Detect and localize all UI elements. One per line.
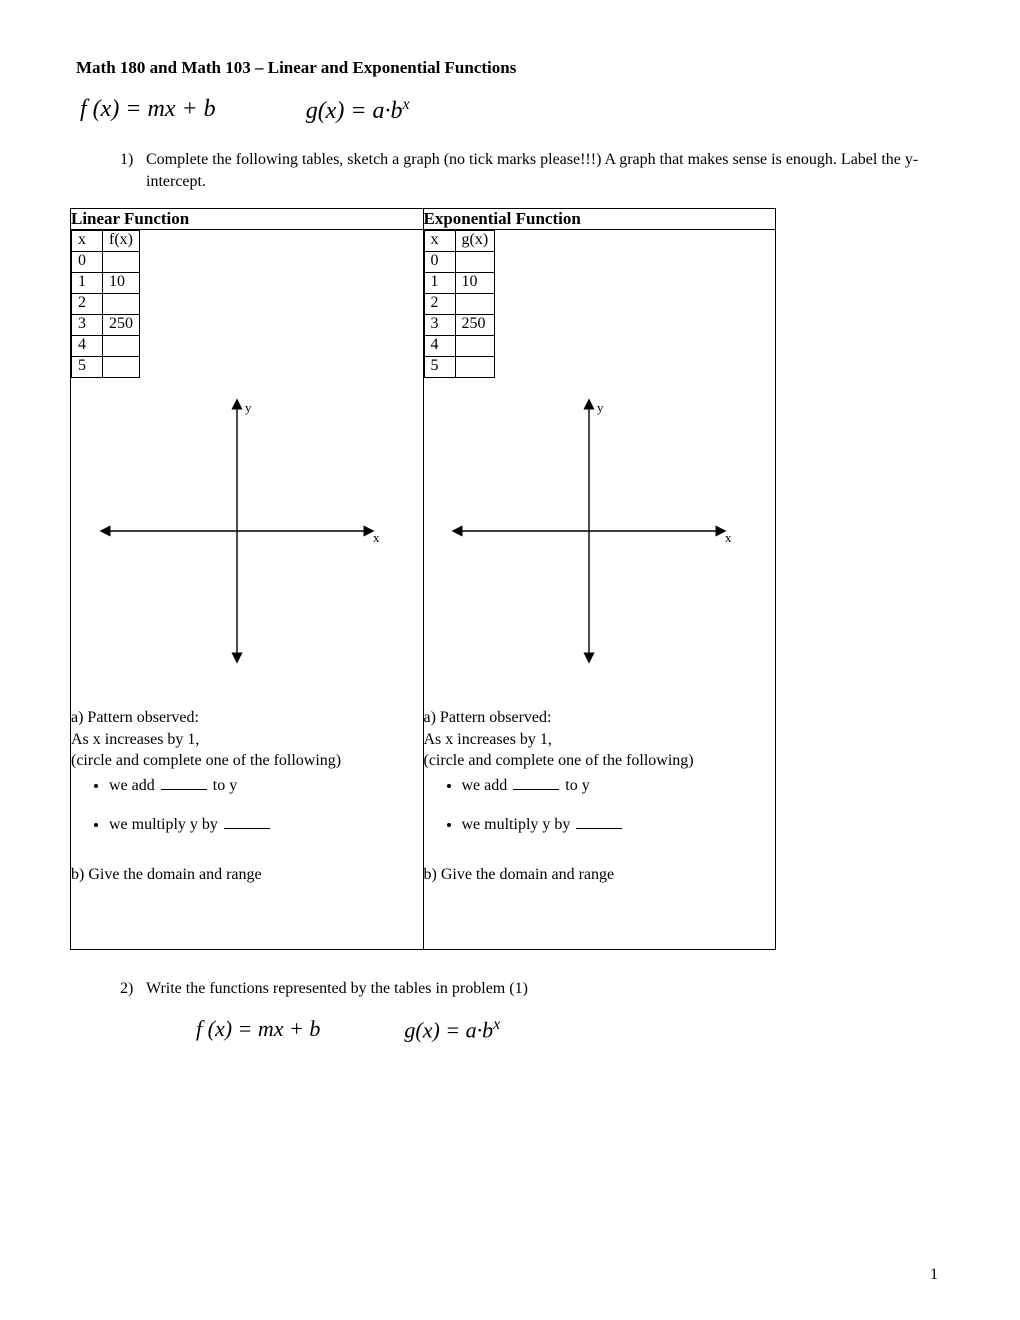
- obs-b-label: b) Give the domain and range: [424, 864, 776, 886]
- exp-sup: x: [403, 96, 410, 113]
- cell: 250: [103, 315, 140, 336]
- obs-b-label: b) Give the domain and range: [71, 864, 423, 886]
- cell: [103, 252, 140, 273]
- exp-value-table: xg(x) 0 110 2 3250 4 5: [424, 230, 496, 378]
- cell: [103, 294, 140, 315]
- obs-a2-label: As x increases by 1,: [71, 729, 423, 751]
- cell: [455, 294, 495, 315]
- cell: 5: [424, 357, 455, 378]
- exp-cell: xg(x) 0 110 2 3250 4 5 y x: [423, 230, 776, 950]
- bullet-add: we add to y: [109, 774, 423, 797]
- exp-header: Exponential Function: [423, 209, 776, 230]
- linear-observations: a) Pattern observed: As x increases by 1…: [71, 707, 423, 885]
- exponential-formula-2: g(x) = a·bx: [404, 1016, 500, 1043]
- cell: 10: [103, 273, 140, 294]
- th-x: x: [424, 231, 455, 252]
- cell: [103, 336, 140, 357]
- exp-sup-2: x: [493, 1016, 500, 1033]
- exp-observations: a) Pattern observed: As x increases by 1…: [424, 707, 776, 885]
- linear-axes: y x: [71, 396, 423, 671]
- axes-svg: y x: [97, 396, 397, 666]
- page: Math 180 and Math 103 – Linear and Expon…: [0, 0, 1020, 1320]
- blank: [576, 813, 622, 829]
- axes-svg: y x: [449, 396, 749, 666]
- q1-text: Complete the following tables, sketch a …: [146, 149, 944, 192]
- q2-text: Write the functions represented by the t…: [146, 978, 944, 1000]
- th-x: x: [72, 231, 103, 252]
- comparison-table: Linear Function Exponential Function xf(…: [70, 208, 776, 950]
- th-fx: f(x): [103, 231, 140, 252]
- linear-value-table: xf(x) 0 110 2 3250 4 5: [71, 230, 140, 378]
- page-title: Math 180 and Math 103 – Linear and Expon…: [76, 58, 944, 78]
- svg-text:y: y: [597, 400, 604, 415]
- blank: [513, 774, 559, 790]
- question-2: 2) Write the functions represented by th…: [120, 978, 944, 1000]
- cell: 1: [72, 273, 103, 294]
- obs-a3-label: (circle and complete one of the followin…: [71, 750, 423, 772]
- y-label: y: [245, 400, 252, 415]
- cell: 2: [424, 294, 455, 315]
- cell: 10: [455, 273, 495, 294]
- cell: 5: [72, 357, 103, 378]
- question-1: 1) Complete the following tables, sketch…: [120, 149, 944, 192]
- blank: [161, 774, 207, 790]
- cell: 3: [424, 315, 455, 336]
- cell: [455, 336, 495, 357]
- exp-axes: y x: [424, 396, 776, 671]
- cell: [455, 252, 495, 273]
- cell: 4: [72, 336, 103, 357]
- th-gx: g(x): [455, 231, 495, 252]
- obs-a-label: a) Pattern observed:: [424, 707, 776, 729]
- obs-a2-label: As x increases by 1,: [424, 729, 776, 751]
- exp-base: g(x) = a·b: [306, 98, 403, 124]
- bullet-mul: we multiply y by: [462, 813, 776, 836]
- x-label: x: [373, 530, 380, 545]
- formula-row-2: f (x) = mx + b g(x) = a·bx: [196, 1016, 944, 1043]
- linear-header: Linear Function: [71, 209, 424, 230]
- formula-row: f (x) = mx + b g(x) = a·bx: [80, 96, 944, 125]
- obs-a3-label: (circle and complete one of the followin…: [424, 750, 776, 772]
- bullet-mul: we multiply y by: [109, 813, 423, 836]
- cell: 3: [72, 315, 103, 336]
- exponential-formula: g(x) = a·bx: [306, 96, 410, 125]
- q2-number: 2): [120, 978, 146, 1000]
- linear-formula: f (x) = mx + b: [80, 96, 216, 125]
- obs-a-label: a) Pattern observed:: [71, 707, 423, 729]
- cell: 2: [72, 294, 103, 315]
- cell: 250: [455, 315, 495, 336]
- page-number: 1: [930, 1266, 938, 1284]
- q1-number: 1): [120, 149, 146, 192]
- bullet-add: we add to y: [462, 774, 776, 797]
- cell: 0: [424, 252, 455, 273]
- exp-base-2: g(x) = a·b: [404, 1017, 493, 1042]
- cell: [103, 357, 140, 378]
- cell: 1: [424, 273, 455, 294]
- linear-cell: xf(x) 0 110 2 3250 4 5: [71, 230, 424, 950]
- svg-text:x: x: [725, 530, 732, 545]
- cell: 0: [72, 252, 103, 273]
- blank: [224, 813, 270, 829]
- cell: [455, 357, 495, 378]
- cell: 4: [424, 336, 455, 357]
- linear-formula-2: f (x) = mx + b: [196, 1016, 320, 1043]
